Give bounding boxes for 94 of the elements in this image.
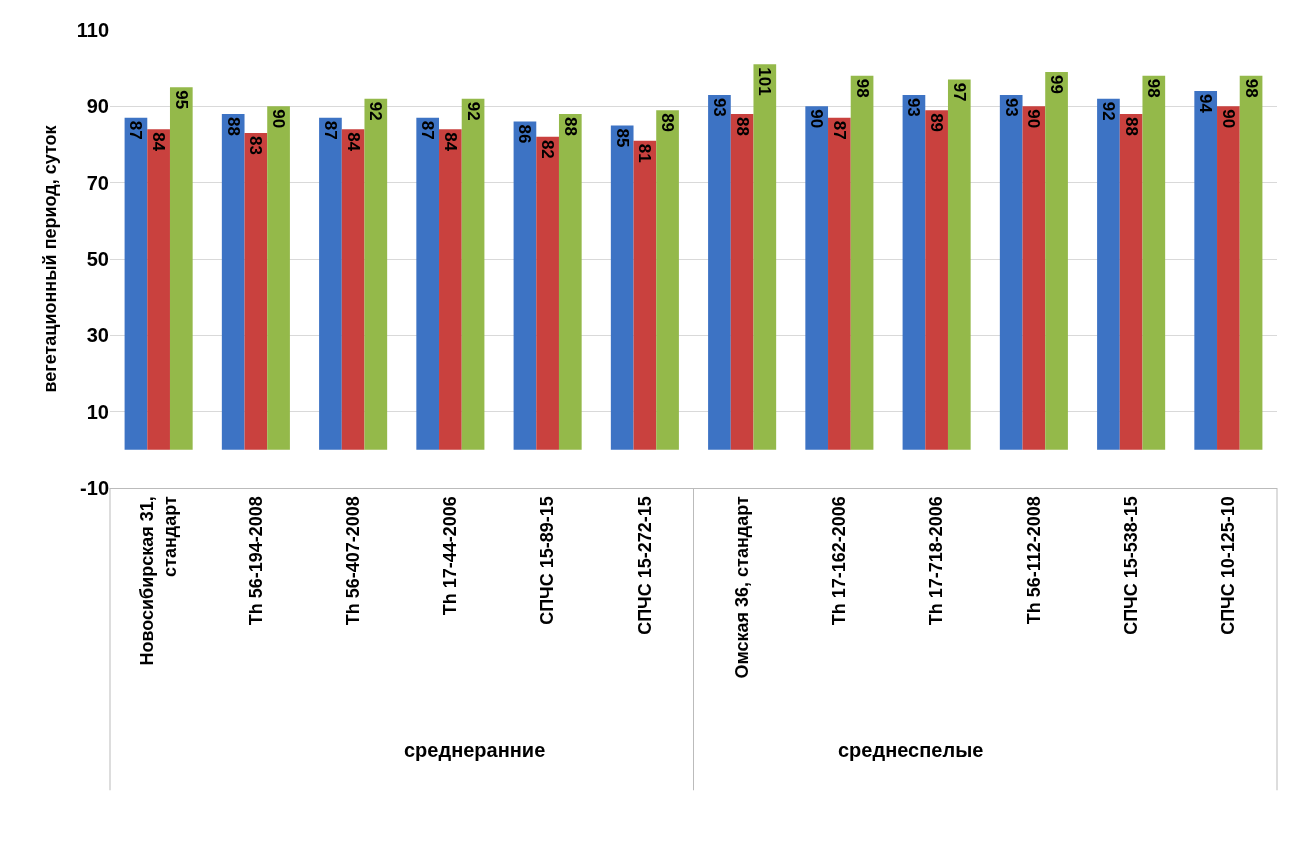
x-tick-label: СПЧС 10-125-10 [1218,496,1239,635]
data-label: 90 [1218,109,1238,129]
data-label: 93 [1001,97,1021,117]
data-label: 87 [126,120,146,140]
bar [169,87,193,450]
data-label: 83 [246,136,266,155]
data-label: 98 [852,78,872,98]
bar [947,79,971,450]
bar [364,98,388,450]
data-label: 97 [949,82,969,102]
data-label: 92 [463,101,483,121]
bar [221,113,245,450]
bar [1239,75,1263,450]
bar [1119,113,1143,450]
bar [536,136,559,450]
data-label: 98 [1144,78,1164,98]
data-label: 101 [755,67,775,96]
data-label: 85 [612,128,632,148]
data-label: 89 [658,113,678,133]
bar [1142,75,1166,450]
bar [267,106,290,450]
data-label: 92 [366,101,386,121]
data-label: 82 [538,139,558,159]
bar [902,94,926,450]
data-label: 98 [1241,78,1261,98]
data-label: 84 [343,132,363,152]
data-label: 99 [1047,74,1067,94]
bar [656,110,679,450]
bar [244,133,268,450]
x-tick-label: Th 56-112-2008 [1023,496,1044,625]
text: среднеспелые [838,739,984,761]
data-label: 87 [418,120,438,140]
bar [461,98,485,450]
bar [124,117,148,450]
x-tick-label: СПЧС 15-538-15 [1120,496,1141,635]
data-label: 93 [709,97,729,117]
bar [828,117,851,450]
y-tick-label: 30 [86,324,109,347]
y-tick-label: -10 [80,477,109,499]
data-label: 87 [320,120,340,140]
bar [999,94,1023,450]
y-axis-title: вегетационный период, суток [39,124,60,393]
y-tick-label: 70 [86,171,109,194]
text: среднеранние [404,739,546,761]
bar [708,94,731,450]
data-label: 94 [1196,94,1216,114]
data-label: 81 [635,143,655,163]
data-label: 90 [269,109,289,129]
bar [753,64,777,450]
bar [319,117,342,450]
x-tick-label: Th 17-162-2006 [829,496,850,626]
bar [1022,106,1046,450]
bar [341,129,365,450]
data-label: 84 [149,132,169,152]
data-label: 84 [440,132,460,152]
y-tick-label: 10 [86,400,109,423]
data-label: 93 [904,97,924,117]
data-label: 88 [732,116,752,136]
data-label: 89 [927,113,947,133]
bar [1045,71,1068,450]
bar [850,75,874,450]
bar [1217,106,1240,450]
data-label: 87 [829,120,849,140]
data-label: 88 [223,116,243,136]
data-label: 92 [1098,101,1118,121]
bar [558,113,582,450]
x-tick-label: Th 56-407-2008 [342,496,363,626]
y-tick-label: 50 [86,248,109,270]
bar [633,140,657,450]
x-tick-label: Омская 36, стандарт [731,496,752,679]
bar [147,129,170,450]
x-tick-label: Th 17-718-2006 [926,496,947,626]
data-label: 90 [1024,109,1044,129]
y-tick-label: 110 [76,19,109,41]
bar [730,113,754,450]
data-label: 95 [171,90,191,110]
x-tick-label: Th 17-44-2006 [440,496,461,616]
bar [610,125,634,450]
data-label: 88 [560,116,580,136]
bar [1194,91,1218,450]
x-tick-label: Новосибирская 31, стандарт [136,496,181,666]
x-tick-label: Th 56-194-2008 [245,496,266,626]
bar [513,121,537,450]
bar [1097,98,1120,450]
data-label: 90 [807,109,827,129]
bar [439,129,462,450]
x-tick-label: СПЧС 15-272-15 [634,496,655,635]
data-label: 86 [515,124,535,144]
y-tick-label: 90 [86,95,109,118]
data-label: 88 [1121,116,1141,136]
bar [416,117,440,450]
bar [805,106,829,450]
bar [925,110,948,450]
x-tick-label: СПЧС 15-89-15 [537,496,558,625]
